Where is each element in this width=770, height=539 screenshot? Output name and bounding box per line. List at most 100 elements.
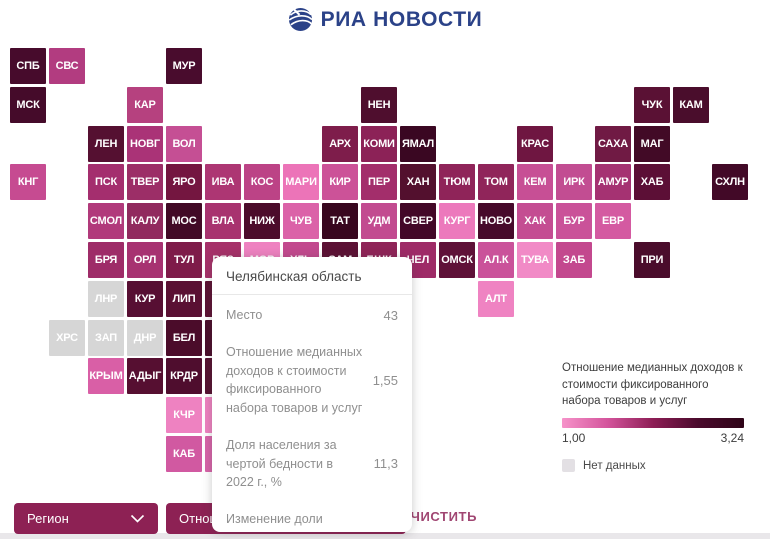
- region-tile-ДНР[interactable]: ДНР: [127, 319, 163, 356]
- region-tile-ЧЕЛ[interactable]: ЧЕЛ: [400, 242, 436, 278]
- no-data-label: Нет данных: [583, 459, 646, 472]
- region-tile-КАЛУ[interactable]: КАЛУ: [127, 203, 163, 240]
- legend: Отношение медианных доходов к стоимости …: [562, 360, 744, 473]
- region-tile-ТУВА[interactable]: ТУВА: [517, 242, 553, 278]
- chevron-down-icon: [130, 514, 145, 523]
- region-tile-КРАС[interactable]: КРАС: [517, 125, 553, 162]
- region-tile-КИР[interactable]: КИР: [322, 164, 358, 201]
- region-tile-КОС[interactable]: КОС: [244, 164, 280, 201]
- region-tile-КАБ[interactable]: КАБ: [166, 436, 202, 472]
- region-tile-ИРК[interactable]: ИРК: [556, 164, 592, 201]
- tooltip-row-label: Изменение доли населения за чертой бедно…: [226, 512, 347, 532]
- region-tile-ХАН[interactable]: ХАН: [400, 164, 436, 201]
- region-tile-МАРИ[interactable]: МАРИ: [283, 164, 319, 201]
- no-data-swatch: [562, 459, 575, 473]
- region-tile-ХРС[interactable]: ХРС: [49, 319, 85, 356]
- region-tile-ЛНР[interactable]: ЛНР: [88, 280, 124, 317]
- region-tile-КАМ[interactable]: КАМ: [673, 86, 709, 123]
- region-tile-ЗАП[interactable]: ЗАП: [88, 319, 124, 356]
- region-tile-АРХ[interactable]: АРХ: [322, 125, 358, 162]
- region-tile-АМУР[interactable]: АМУР: [595, 164, 631, 201]
- region-tile-ЛИП[interactable]: ЛИП: [166, 280, 202, 317]
- clear-button[interactable]: ОЧИСТИТЬ: [394, 508, 483, 525]
- region-tile-ТУЛ[interactable]: ТУЛ: [166, 242, 202, 278]
- region-tile-МОС[interactable]: МОС: [166, 203, 202, 240]
- tooltip-row-value: 43: [383, 307, 398, 323]
- region-tile-АЛ.К[interactable]: АЛ.К: [478, 242, 514, 278]
- legend-gradient-bar: [562, 418, 744, 429]
- legend-min-label: 1,00: [562, 431, 586, 446]
- bottom-strip: [0, 533, 770, 539]
- region-tile-ОРЛ[interactable]: ОРЛ: [127, 242, 163, 278]
- tooltip-title: Челябинская область: [212, 257, 412, 295]
- region-tile-КОМИ[interactable]: КОМИ: [361, 125, 397, 162]
- region-tile-СМОЛ[interactable]: СМОЛ: [88, 203, 124, 240]
- region-tile-СВЕР[interactable]: СВЕР: [400, 203, 436, 240]
- region-tile-ТОМ[interactable]: ТОМ: [478, 164, 514, 201]
- region-tile-КНГ[interactable]: КНГ: [10, 164, 46, 201]
- region-tile-ЯМАЛ[interactable]: ЯМАЛ: [400, 125, 436, 162]
- region-dropdown-label: Регион: [27, 511, 69, 526]
- region-tile-КУР[interactable]: КУР: [127, 280, 163, 317]
- region-tile-МСК[interactable]: МСК: [10, 86, 46, 123]
- region-tile-ЗАБ[interactable]: ЗАБ: [556, 242, 592, 278]
- region-tile-КРДР[interactable]: КРДР: [166, 358, 202, 395]
- region-tile-НИЖ[interactable]: НИЖ: [244, 203, 280, 240]
- region-tile-ЯРО[interactable]: ЯРО: [166, 164, 202, 201]
- region-tile-НОВГ[interactable]: НОВГ: [127, 125, 163, 162]
- region-tile-ПСК[interactable]: ПСК: [88, 164, 124, 201]
- region-tile-СПБ[interactable]: СПБ: [10, 48, 46, 84]
- region-tile-АЛТ[interactable]: АЛТ: [478, 280, 514, 317]
- region-tile-БЕЛ[interactable]: БЕЛ: [166, 319, 202, 356]
- legend-scale: 1,00 3,24: [562, 431, 744, 445]
- tooltip-row: Отношение медианных доходов к стоимости …: [226, 334, 398, 427]
- tooltip-row-value: 11,3: [373, 456, 398, 472]
- region-tile-ПРИ[interactable]: ПРИ: [634, 242, 670, 278]
- region-tile-ЧУВ[interactable]: ЧУВ: [283, 203, 319, 240]
- region-tile-МАГ[interactable]: МАГ: [634, 125, 670, 162]
- tooltip-row: Изменение доли населения за чертой бедно…: [226, 501, 398, 532]
- region-tile-СВС[interactable]: СВС: [49, 48, 85, 84]
- region-tile-НЕН[interactable]: НЕН: [361, 86, 397, 123]
- region-tile-ТВЕР[interactable]: ТВЕР: [127, 164, 163, 201]
- tooltip-row-value: -0,7: [376, 531, 398, 532]
- tooltip-row-label: Доля населения за чертой бедности в 2022…: [226, 437, 337, 490]
- region-tile-КРЫМ[interactable]: КРЫМ: [88, 358, 124, 395]
- region-tile-БРЯ[interactable]: БРЯ: [88, 242, 124, 278]
- region-tile-ХАБ[interactable]: ХАБ: [634, 164, 670, 201]
- tooltip-row: Доля населения за чертой бедности в 2022…: [226, 427, 398, 501]
- legend-title: Отношение медианных доходов к стоимости …: [562, 362, 743, 408]
- region-tile-ВОЛ[interactable]: ВОЛ: [166, 125, 202, 162]
- region-tile-ПЕР[interactable]: ПЕР: [361, 164, 397, 201]
- region-tile-КУРГ[interactable]: КУРГ: [439, 203, 475, 240]
- legend-max-label: 3,24: [720, 431, 744, 446]
- tooltip-row-label: Место: [226, 308, 263, 322]
- region-tile-ТАТ[interactable]: ТАТ: [322, 203, 358, 240]
- region-tile-МУР[interactable]: МУР: [166, 48, 202, 84]
- region-tile-САХА[interactable]: САХА: [595, 125, 631, 162]
- legend-no-data: Нет данных: [562, 459, 744, 473]
- region-tile-ЕВР[interactable]: ЕВР: [595, 203, 631, 240]
- logo-text: РИА НОВОСТИ: [320, 7, 483, 31]
- region-tile-ИВА[interactable]: ИВА: [205, 164, 241, 201]
- region-tile-УДМ[interactable]: УДМ: [361, 203, 397, 240]
- region-tile-КАР[interactable]: КАР: [127, 86, 163, 123]
- tooltip-rows: Место 43 Отношение медианных доходов к сто…: [212, 295, 412, 532]
- region-tooltip: Челябинская область Место 43 Отношение мед…: [212, 257, 412, 532]
- region-tile-КЧР[interactable]: КЧР: [166, 397, 202, 434]
- tooltip-row-label: Отношение медианных доходов к стоимости …: [226, 344, 363, 415]
- region-tile-ОМСК[interactable]: ОМСК: [439, 242, 475, 278]
- region-tile-СХЛН[interactable]: СХЛН: [712, 164, 748, 201]
- region-tile-ВЛА[interactable]: ВЛА: [205, 203, 241, 240]
- region-tile-ХАК[interactable]: ХАК: [517, 203, 553, 240]
- region-tile-ЧУК[interactable]: ЧУК: [634, 86, 670, 123]
- region-tile-АДЫГ[interactable]: АДЫГ: [127, 358, 163, 395]
- region-tile-ЛЕН[interactable]: ЛЕН: [88, 125, 124, 162]
- region-tile-ТЮМ[interactable]: ТЮМ: [439, 164, 475, 201]
- region-tile-БУР[interactable]: БУР: [556, 203, 592, 240]
- region-dropdown[interactable]: Регион: [14, 503, 158, 534]
- region-tile-НОВО[interactable]: НОВО: [478, 203, 514, 240]
- region-tile-КЕМ[interactable]: КЕМ: [517, 164, 553, 201]
- header: РИА НОВОСТИ: [0, 7, 770, 32]
